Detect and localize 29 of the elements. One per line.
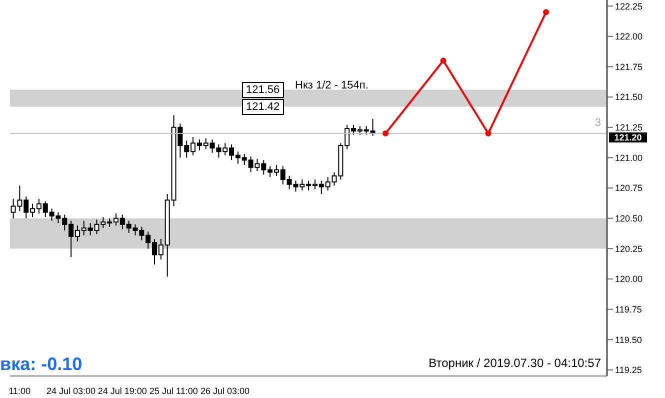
y-tick-label: 121.50 [615, 92, 643, 102]
y-tick-label: 121.25 [615, 122, 643, 133]
y-tick-label: 121.00 [615, 152, 643, 163]
y-tick-label: 120.75 [615, 183, 643, 194]
y-tick-label: 119.50 [615, 334, 642, 345]
y-tick-label: 119.25 [615, 365, 642, 376]
point [485, 130, 492, 136]
x-tick-label: 25 Jul 11:00 [150, 386, 198, 396]
y-tick-label: 121.75 [615, 62, 643, 72]
annotation: вка: -0.10 [0, 354, 82, 375]
band-label: Нкз 1/2 - 154п. [295, 80, 368, 92]
annotation: Вторник / 2019.07.30 - 04:10:57 [428, 356, 601, 370]
point [440, 58, 446, 64]
y-tick-label: 119.75 [615, 304, 642, 314]
y-tick-label: 120.25 [615, 244, 643, 254]
y-tick-label: 120.50 [615, 214, 643, 224]
y-tick-label: 122.25 [615, 1, 643, 12]
x-tick-label: 24 Jul 19:00 [98, 386, 147, 396]
annotation: 121.56 [242, 82, 284, 98]
y-tick-label: 120.00 [615, 274, 643, 284]
annotation: 3 [594, 117, 601, 130]
x-tick-label: 26 Jul 03:00 [200, 386, 250, 396]
point [382, 130, 389, 136]
ref-line-label: 121.20 [614, 132, 642, 142]
x-tick-label: 24 Jul 03:00 [46, 386, 96, 396]
y-tick-label: 122.00 [615, 32, 643, 42]
point [543, 9, 550, 16]
annotation: 121.42 [242, 98, 284, 115]
x-tick-label: 11:00 [8, 386, 31, 396]
